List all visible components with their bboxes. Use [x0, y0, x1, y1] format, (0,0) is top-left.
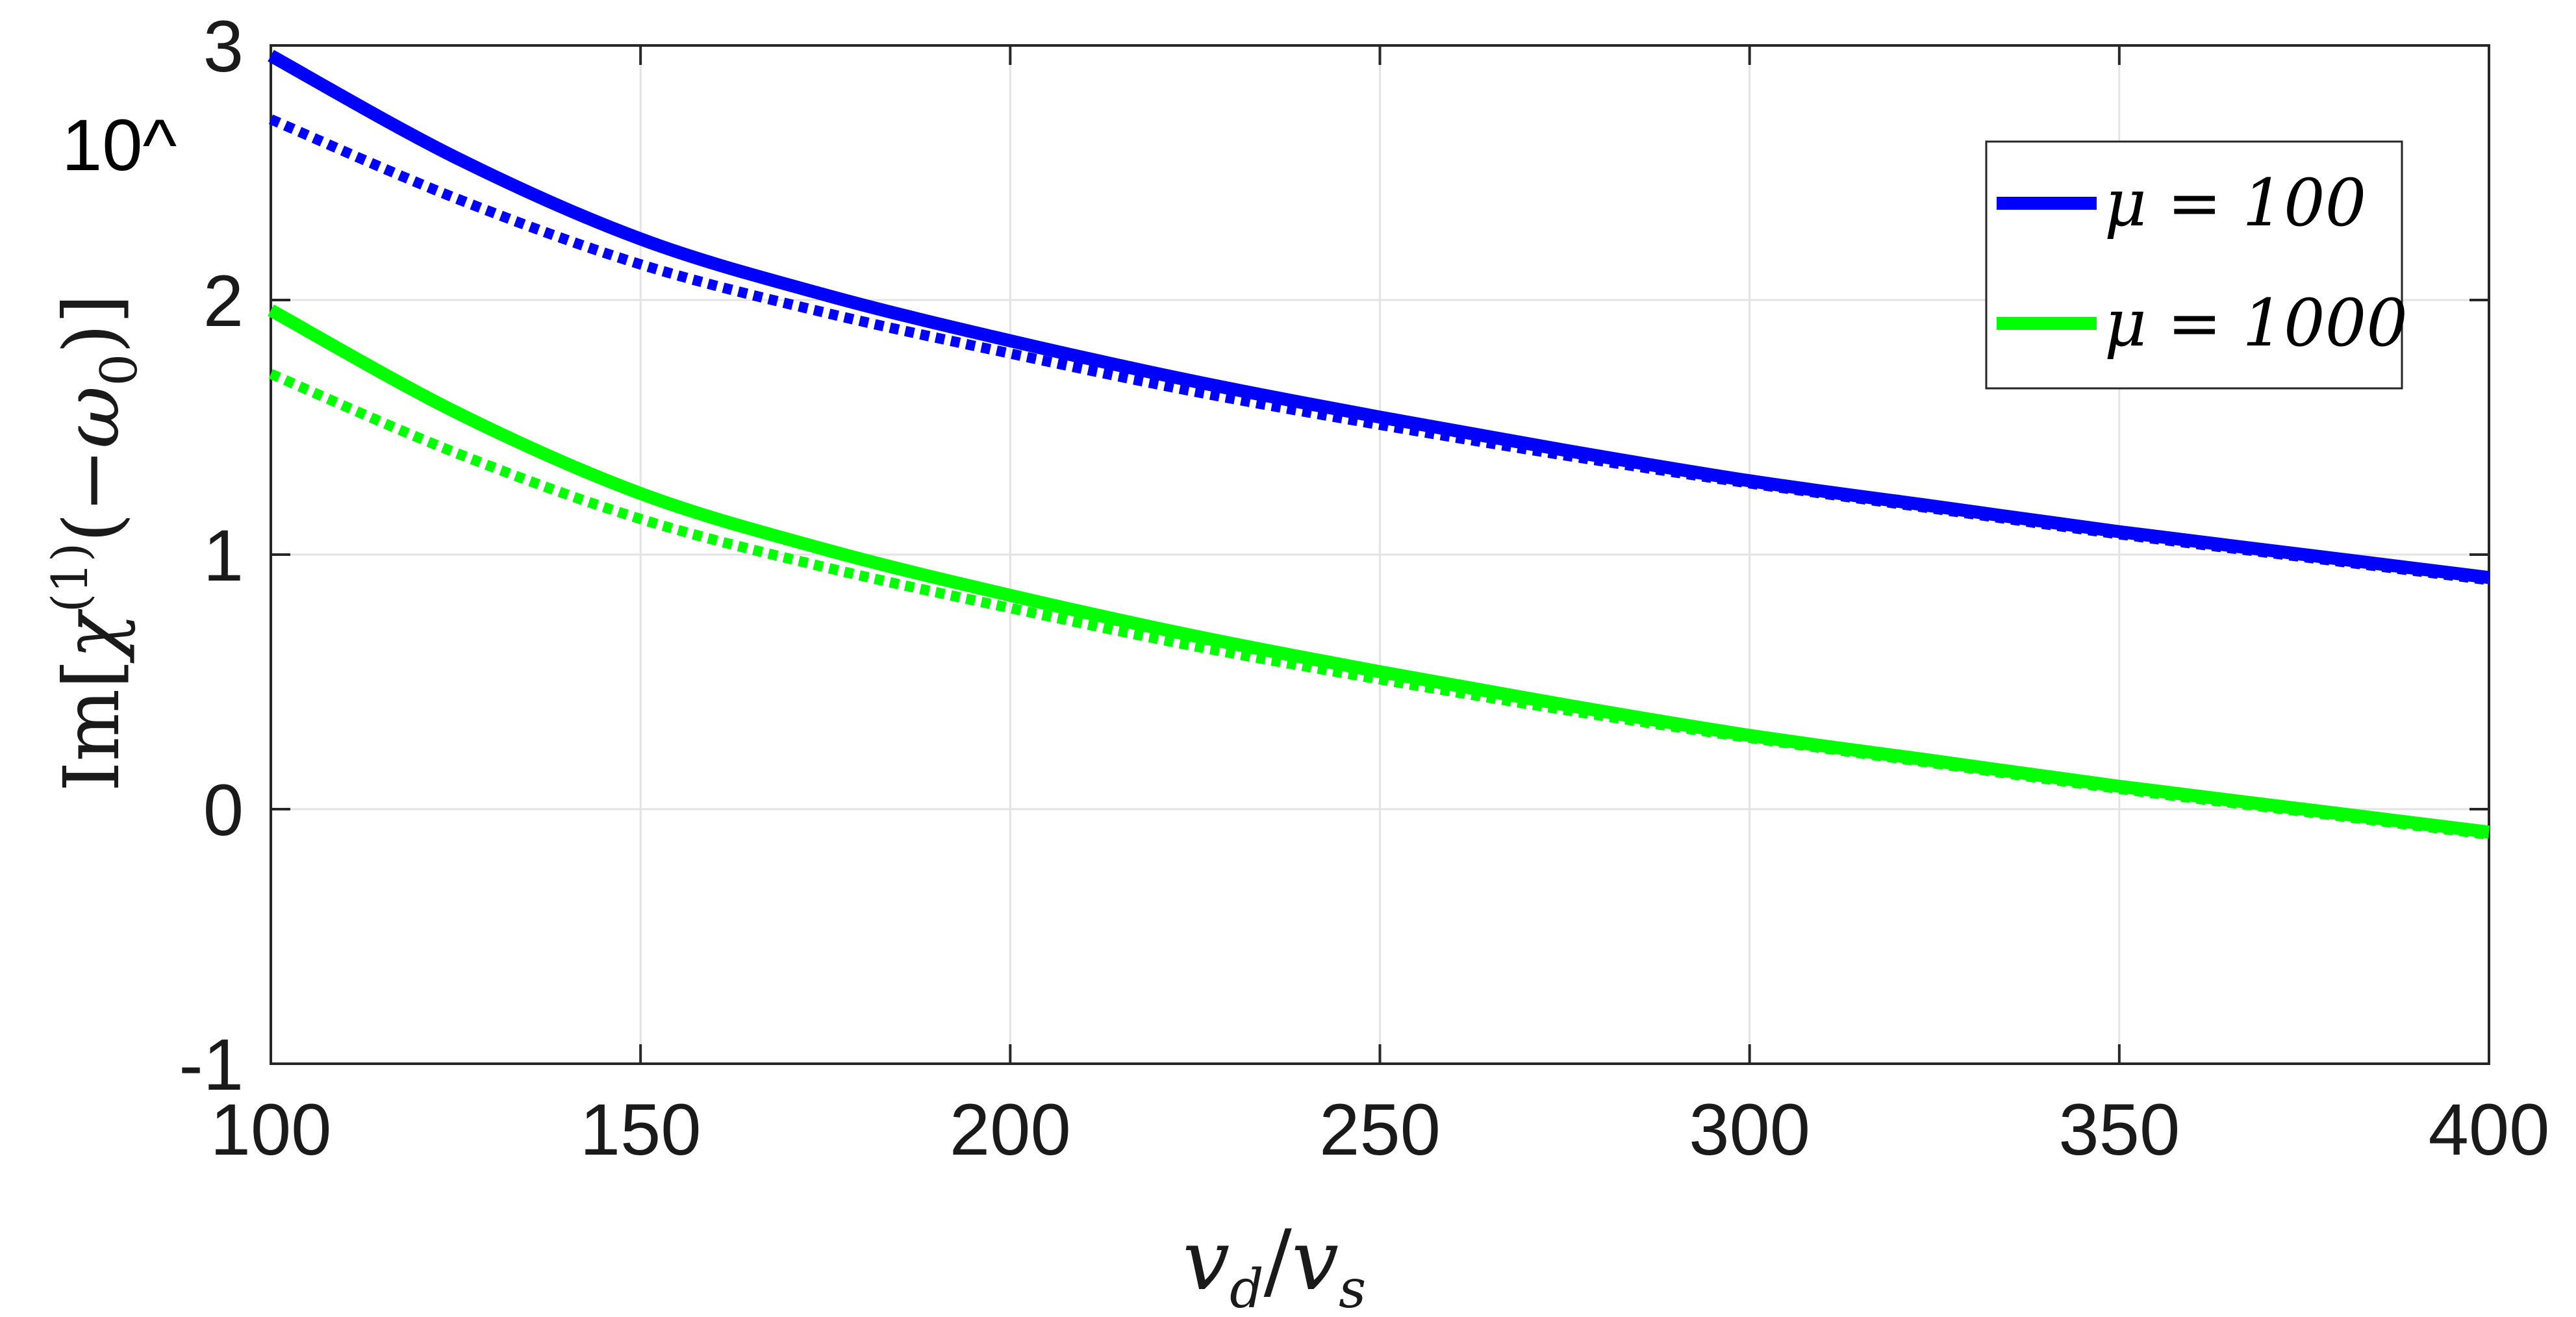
- x-tick-label-3: 250: [1319, 1089, 1441, 1170]
- y-axis-label-chi: χ: [47, 608, 136, 664]
- x-tick-label-0: 100: [210, 1089, 332, 1170]
- plot-frame: [270, 44, 2490, 1065]
- x-tick-label-5: 350: [2058, 1089, 2180, 1170]
- legend: μ = 100 μ = 1000: [1985, 140, 2408, 390]
- x-axis-label-sub1: d: [1230, 1259, 1264, 1317]
- x-tick-label-2: 200: [950, 1089, 1071, 1170]
- y-tick-label-3: 2: [203, 260, 244, 342]
- x-tick-label-6: 400: [2429, 1089, 2550, 1170]
- legend-box: [1985, 140, 2403, 390]
- legend-label-0: μ = 100: [2104, 165, 2366, 241]
- series-line-2: [268, 304, 2490, 839]
- x-axis-label: vd/vs: [1183, 1212, 1366, 1317]
- y-tick-label-2: 1: [203, 515, 244, 596]
- y-tick-label-4: 3: [203, 6, 244, 87]
- x-tick-label-4: 300: [1689, 1089, 1810, 1170]
- y-axis-label-omega: ω: [47, 386, 136, 448]
- series-line-3: [268, 369, 2490, 840]
- x-axis-label-sub2: s: [1339, 1259, 1366, 1317]
- y-axis-label: Im[χ(1)(−ω0)]: [41, 294, 149, 792]
- y-axis-label-sub0: 0: [90, 354, 149, 386]
- x-tick-label-1: 150: [580, 1089, 701, 1170]
- x-axis-label-v1: v: [1183, 1212, 1230, 1309]
- series-line-0: [268, 49, 2490, 584]
- y-exponent-label: 10^: [62, 105, 177, 186]
- y-axis-label-im: Im[: [47, 659, 136, 792]
- legend-label-1: μ = 1000: [2104, 285, 2408, 361]
- y-axis-label-open: (−: [47, 449, 136, 543]
- y-axis-label-sup: (1): [41, 543, 99, 613]
- x-axis-label-slash: /: [1264, 1212, 1293, 1309]
- y-tick-label-0: -1: [179, 1024, 244, 1105]
- series-layer: [268, 49, 2490, 840]
- x-axis-label-v2: v: [1292, 1212, 1339, 1309]
- series-line-1: [268, 114, 2490, 586]
- y-axis-label-close: )]: [47, 294, 136, 354]
- y-tick-label-1: 0: [203, 770, 244, 851]
- tick-labels: 100 150 200 250 300 350 400 -1 0 1 2 3: [179, 6, 2549, 1170]
